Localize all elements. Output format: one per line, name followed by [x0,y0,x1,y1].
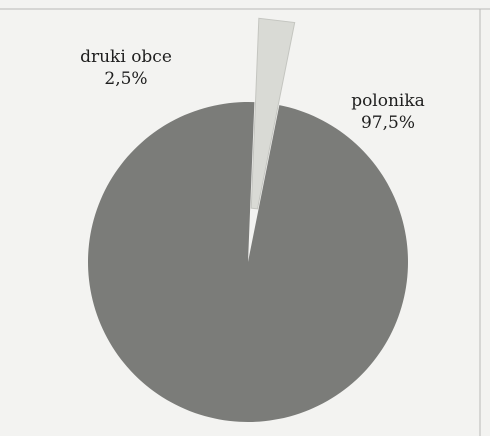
pie-slice-druki-obce [250,17,296,210]
slice-label-polonika-value: 97,5% [361,113,415,133]
slice-label-druki-obce-name: druki obce [80,47,172,67]
pie-slice-polonika [87,102,409,423]
slice-label-polonika-name: polonika [351,91,425,111]
pie-slices [87,17,409,423]
slice-label-druki-obce-value: 2,5% [104,69,147,89]
